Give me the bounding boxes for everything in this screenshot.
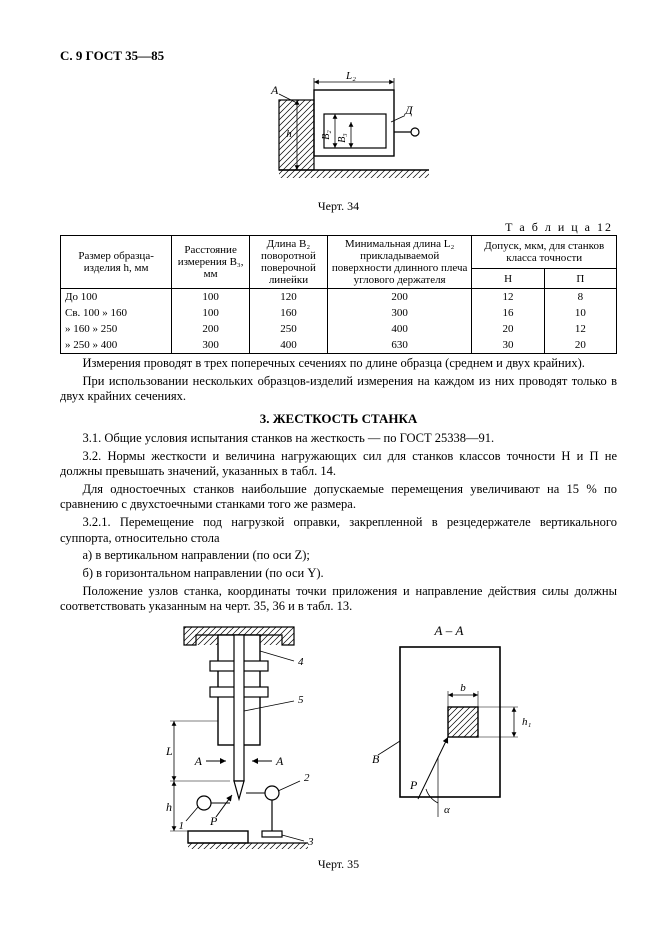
table-row: Св. 100 » 160 100 160 300 16 10 [61,305,617,321]
table-12-label: Т а б л и ц а 12 [60,220,617,235]
paragraph: 3.2. Нормы жесткости и величина нагружаю… [60,449,617,480]
svg-text:2: 2 [304,772,310,784]
svg-text:L: L [165,744,173,758]
svg-text:L₂: L₂ [345,70,356,82]
table-header: Допуск, мкм, для станков класса точности [472,236,617,269]
paragraph: 3.1. Общие условия испытания станков на … [60,431,617,447]
svg-text:h: h [286,128,292,140]
svg-text:А – А: А – А [433,623,463,638]
paragraph: а) в вертикальном направлении (по оси Z)… [60,548,617,564]
svg-text:4: 4 [298,656,304,668]
table-header: П [544,269,616,289]
svg-text:А: А [275,754,284,768]
paragraph: б) в горизонтальном направлении (по оси … [60,566,617,582]
table-header: Минимальная длина L₂ прикладываемой пове… [327,236,472,289]
page-header: С. 9 ГОСТ 35—85 [60,48,617,64]
svg-text:P: P [209,814,218,828]
svg-text:А: А [270,83,279,97]
svg-text:Д: Д [404,103,414,117]
svg-text:h₁: h₁ [522,716,532,728]
figure-34-caption: Черт. 34 [60,199,617,214]
table-row: » 250 » 400 300 400 630 30 20 [61,337,617,354]
table-header: Н [472,269,544,289]
figure-35-caption: Черт. 35 [60,857,617,872]
figure-34: L₂ h B₂ B₃ А Д [60,70,617,195]
svg-text:B₂: B₂ [321,130,332,140]
paragraph: Измерения проводят в трех поперечных сеч… [60,356,617,372]
svg-text:h: h [166,800,172,814]
svg-text:b: b [460,682,466,694]
svg-text:1: 1 [178,820,184,832]
figure-35: А А P h L [60,621,617,851]
table-row: До 100 100 120 200 12 8 [61,289,617,306]
table-row: » 160 » 250 200 250 400 20 12 [61,321,617,337]
svg-text:α: α [444,804,450,816]
svg-text:А: А [193,754,202,768]
svg-text:5: 5 [298,694,304,706]
paragraph: При использовании нескольких образцов-из… [60,374,617,405]
svg-text:B₃: B₃ [337,133,348,143]
paragraph: 3.2.1. Перемещение под нагрузкой оправки… [60,515,617,546]
svg-text:P: P [409,778,418,792]
svg-text:В: В [372,752,380,766]
table-header: Расстояние измерения B₃, мм [172,236,250,289]
table-12: Размер образца-изделия h, мм Расстояние … [60,235,617,354]
section-title: 3. ЖЕСТКОСТЬ СТАНКА [60,411,617,427]
table-header: Размер образца-изделия h, мм [61,236,172,289]
table-header: Длина B₂ поворотной поверочной линейки [250,236,328,289]
paragraph: Для одностоечных станков наибольшие допу… [60,482,617,513]
svg-text:3: 3 [307,836,314,848]
paragraph: Положение узлов станка, координаты точки… [60,584,617,615]
